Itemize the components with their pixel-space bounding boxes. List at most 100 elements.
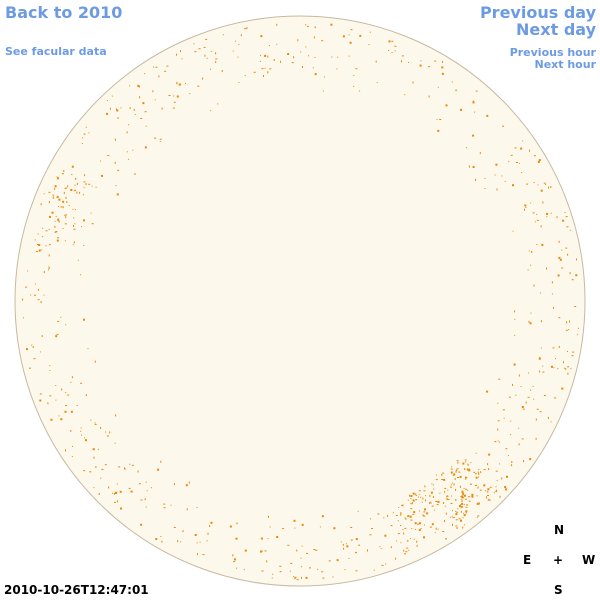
- facula-point: [301, 576, 302, 579]
- facula-point: [196, 506, 198, 508]
- facula-point: [52, 196, 54, 199]
- back-to-year-link[interactable]: Back to 2010: [5, 3, 123, 22]
- facula-point: [359, 90, 361, 92]
- facula-point: [210, 50, 212, 52]
- facula-point: [55, 215, 57, 217]
- facula-point: [430, 501, 432, 504]
- facula-point: [576, 258, 577, 261]
- facula-point: [501, 477, 503, 480]
- facula-point: [232, 554, 234, 557]
- facula-point: [83, 318, 85, 321]
- facula-point: [199, 541, 201, 543]
- facula-point: [266, 560, 268, 563]
- see-facular-data-link[interactable]: See facular data: [5, 45, 107, 58]
- facula-point: [415, 499, 418, 501]
- facula-point: [55, 399, 57, 401]
- facula-point: [425, 499, 427, 502]
- facula-point: [76, 405, 78, 406]
- facula-point: [414, 529, 416, 530]
- facula-point: [83, 245, 85, 246]
- facula-point: [358, 544, 361, 546]
- facula-point: [510, 154, 513, 156]
- facula-point: [139, 96, 141, 99]
- facula-point: [54, 185, 57, 188]
- facula-point: [323, 76, 325, 78]
- facula-point: [124, 467, 125, 470]
- facula-point: [196, 542, 198, 544]
- facula-point: [85, 183, 87, 185]
- next-day-link[interactable]: Next day: [516, 20, 596, 39]
- facula-point: [67, 394, 70, 396]
- facula-point: [161, 107, 163, 110]
- facula-point: [90, 212, 92, 214]
- facula-point: [66, 214, 67, 216]
- facula-point: [383, 517, 385, 519]
- facula-point: [42, 236, 44, 238]
- facula-point: [235, 537, 238, 540]
- facula-point: [419, 64, 422, 67]
- facula-point: [474, 111, 476, 113]
- facula-point: [317, 568, 319, 570]
- facula-point: [442, 61, 444, 63]
- facula-point: [487, 463, 489, 466]
- facula-point: [478, 469, 480, 470]
- facula-point: [537, 184, 539, 186]
- facula-point: [109, 431, 111, 434]
- facula-point: [49, 365, 51, 367]
- facula-point: [512, 230, 514, 232]
- facula-point: [501, 175, 503, 177]
- facula-point: [530, 202, 532, 204]
- facula-point: [321, 571, 324, 573]
- facula-point: [43, 193, 45, 195]
- facula-point: [504, 180, 506, 182]
- facula-point: [423, 515, 426, 517]
- facula-point: [468, 165, 470, 168]
- facula-point: [432, 484, 434, 486]
- facula-point: [145, 506, 147, 508]
- facula-point: [85, 394, 87, 397]
- facula-point: [204, 54, 206, 57]
- facula-point: [87, 348, 89, 350]
- facula-point: [569, 272, 571, 275]
- facula-point: [89, 471, 92, 473]
- facula-point: [40, 203, 42, 206]
- facula-point: [507, 455, 509, 457]
- facula-point: [202, 554, 205, 556]
- facula-point: [486, 114, 489, 117]
- facula-point: [539, 356, 541, 358]
- facula-point: [455, 488, 457, 491]
- facula-point: [294, 577, 297, 579]
- facula-point: [114, 501, 116, 503]
- facula-point: [50, 418, 53, 421]
- facula-point: [437, 528, 439, 530]
- facula-point: [445, 512, 447, 515]
- facula-point: [267, 55, 269, 58]
- facula-point: [313, 549, 316, 550]
- facula-point: [468, 469, 471, 472]
- facula-point: [446, 495, 449, 497]
- facula-point: [27, 270, 29, 272]
- facula-point: [60, 316, 62, 318]
- facula-point: [567, 351, 568, 352]
- facula-point: [332, 576, 334, 578]
- previous-hour-link[interactable]: Previous hour: [509, 46, 596, 59]
- facula-point: [461, 502, 464, 505]
- facula-point: [565, 216, 568, 218]
- facula-point: [455, 513, 458, 516]
- facula-point: [152, 90, 154, 93]
- facula-point: [397, 520, 399, 522]
- facula-point: [114, 138, 116, 141]
- facula-point: [410, 495, 413, 497]
- facula-point: [79, 191, 81, 194]
- facula-point: [345, 543, 347, 545]
- facula-point: [179, 83, 182, 85]
- facula-point: [499, 495, 501, 498]
- facula-point: [88, 132, 90, 134]
- facula-point: [446, 498, 448, 501]
- previous-day-link[interactable]: Previous day: [479, 3, 596, 22]
- facula-point: [142, 102, 145, 105]
- facula-point: [466, 468, 469, 471]
- next-hour-link[interactable]: Next hour: [534, 58, 597, 71]
- facula-point: [407, 516, 410, 518]
- facula-point: [206, 540, 208, 542]
